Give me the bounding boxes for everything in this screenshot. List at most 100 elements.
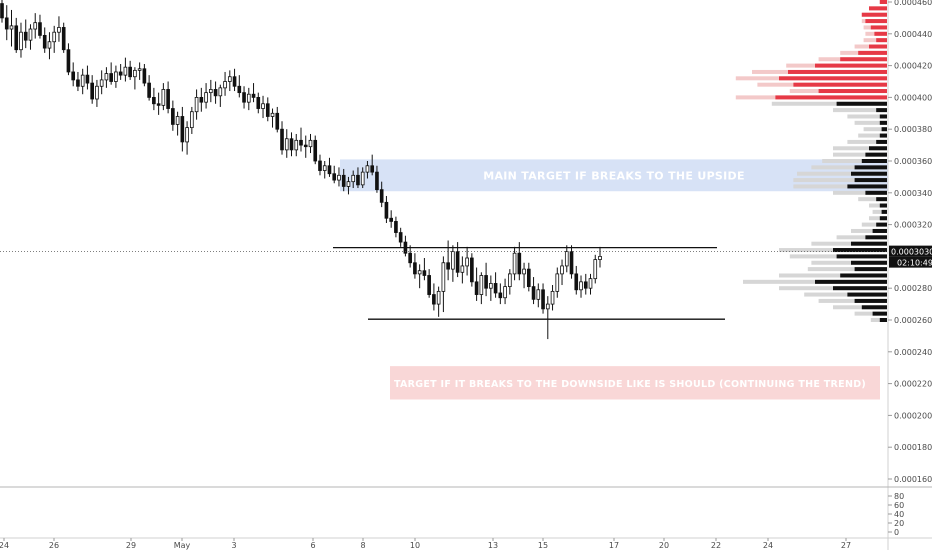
profile-bar-total bbox=[793, 184, 887, 189]
candle-up bbox=[204, 92, 208, 103]
profile-bar-up bbox=[851, 241, 887, 246]
candle-up bbox=[9, 25, 14, 30]
candle-down bbox=[569, 251, 574, 275]
profile-bar-up bbox=[851, 171, 887, 176]
candle-up bbox=[209, 89, 213, 94]
current-price-badge bbox=[889, 245, 932, 257]
candle-up bbox=[560, 265, 564, 275]
profile-bar-up bbox=[872, 228, 887, 233]
candle-down bbox=[171, 108, 175, 125]
candle-up bbox=[512, 252, 517, 275]
volume-profile bbox=[735, 0, 887, 322]
candle-up bbox=[322, 165, 327, 171]
target-zone-2 bbox=[390, 366, 880, 400]
profile-bar-up bbox=[865, 235, 887, 240]
candle-down bbox=[384, 201, 389, 219]
profile-bar-up bbox=[879, 318, 887, 322]
profile-bar-total bbox=[833, 146, 887, 151]
countdown-badge bbox=[889, 256, 932, 268]
candle-up bbox=[593, 259, 598, 280]
indicator-tick-label: 0 bbox=[894, 528, 899, 537]
profile-bar-total bbox=[836, 235, 887, 240]
candle-up bbox=[95, 85, 99, 100]
profile-bar-total bbox=[811, 260, 887, 265]
profile-bar-total bbox=[822, 159, 887, 163]
profile-bar-up bbox=[879, 0, 887, 4]
profile-bar-up bbox=[876, 108, 887, 113]
candle-down bbox=[85, 74, 90, 84]
profile-bar-up bbox=[854, 298, 887, 303]
candle-up bbox=[133, 69, 137, 78]
candle-down bbox=[446, 262, 450, 270]
time-tick-label: 15 bbox=[538, 541, 548, 550]
profile-bar-total bbox=[804, 292, 887, 297]
candle-down bbox=[299, 139, 303, 146]
candle-up bbox=[360, 171, 365, 186]
candle-down bbox=[71, 71, 76, 81]
profile-bar-total bbox=[858, 197, 887, 202]
candle-up bbox=[284, 138, 289, 151]
candle-down bbox=[180, 116, 185, 143]
profile-bar-total bbox=[851, 228, 887, 233]
candle-down bbox=[474, 281, 479, 295]
profile-bar-up bbox=[879, 133, 887, 138]
profile-bar-up bbox=[879, 203, 887, 208]
profile-bar-total bbox=[858, 133, 887, 138]
candle-up bbox=[308, 139, 313, 148]
profile-bar-total bbox=[872, 209, 887, 214]
candle-up bbox=[564, 251, 569, 267]
profile-bar-up bbox=[788, 69, 887, 74]
candle-up bbox=[223, 81, 227, 89]
candle-down bbox=[156, 103, 161, 106]
candle-up bbox=[508, 273, 512, 288]
time-axis[interactable]: 24 26 29 May 3 6 8 10 13 15 17 20 22 24 27 bbox=[0, 537, 932, 550]
candle-up bbox=[246, 93, 251, 103]
profile-bar-total bbox=[779, 273, 887, 278]
profile-bar-up bbox=[865, 190, 887, 195]
candle-down bbox=[0, 3, 4, 19]
profile-bar-up bbox=[861, 159, 887, 163]
candle-up bbox=[218, 87, 223, 97]
profile-bar-up bbox=[874, 31, 887, 36]
candle-up bbox=[365, 165, 370, 173]
profile-bar-up bbox=[861, 305, 887, 310]
time-tick-label: 24 bbox=[0, 541, 9, 550]
candle-up bbox=[588, 278, 593, 289]
profile-bar-total bbox=[847, 114, 887, 119]
candle-down bbox=[61, 27, 66, 51]
candle-down bbox=[76, 79, 80, 87]
time-tick-label: 22 bbox=[711, 541, 721, 550]
candle-down bbox=[313, 139, 318, 162]
profile-bar-up bbox=[869, 44, 887, 49]
profile-bar-up bbox=[779, 76, 887, 81]
candle-up bbox=[545, 303, 550, 310]
indicator-tick-label: 60 bbox=[894, 501, 904, 510]
candle-down bbox=[379, 189, 384, 203]
candle-down bbox=[389, 217, 393, 222]
profile-bar-up bbox=[818, 89, 887, 94]
candle-down bbox=[4, 17, 9, 30]
candle-down bbox=[66, 49, 71, 73]
candle-up bbox=[52, 31, 57, 43]
candle-up bbox=[104, 73, 109, 81]
profile-bar-up bbox=[881, 127, 887, 132]
candle-up bbox=[436, 290, 441, 305]
profile-bar-up bbox=[872, 311, 887, 316]
profile-bar-total bbox=[833, 305, 887, 310]
profile-bar-up bbox=[833, 286, 887, 291]
candle-down bbox=[152, 97, 156, 105]
profile-bar-up bbox=[869, 6, 887, 11]
profile-bar-up bbox=[833, 248, 887, 253]
candlestick-series bbox=[0, 0, 602, 340]
candle-up bbox=[57, 27, 61, 33]
candle-down bbox=[237, 85, 242, 94]
